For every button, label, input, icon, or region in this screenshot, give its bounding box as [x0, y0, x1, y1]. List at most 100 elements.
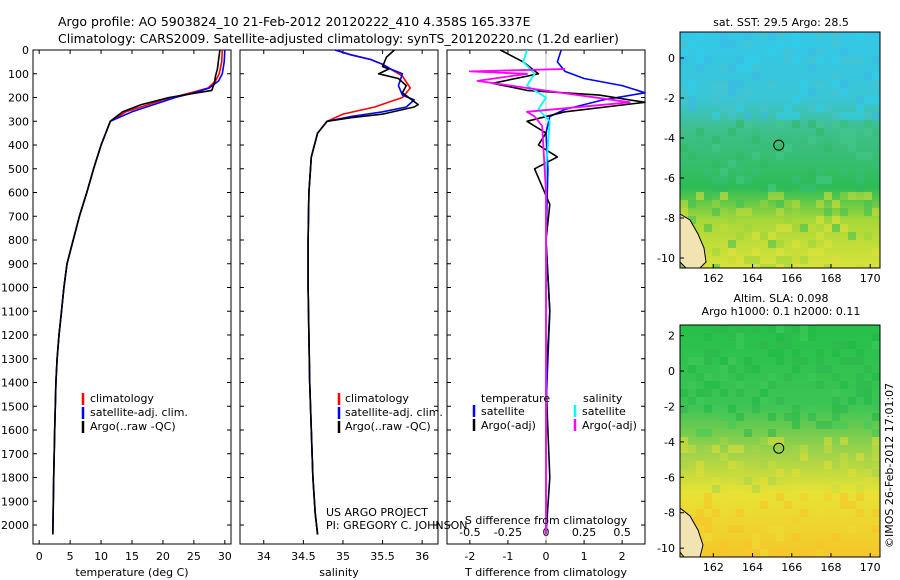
- map-cell: [808, 413, 816, 421]
- x-tick-label: 30: [218, 550, 232, 563]
- map-cell: [848, 501, 856, 509]
- map-cell: [752, 445, 760, 453]
- map-cell: [816, 32, 824, 40]
- map-cell: [792, 112, 800, 120]
- map-cell: [768, 184, 776, 192]
- map-cell: [800, 453, 808, 461]
- map-cell: [688, 493, 696, 501]
- y-tick-label: 700: [8, 210, 29, 223]
- map-cell: [776, 240, 784, 248]
- map-cell: [856, 104, 864, 112]
- map-cell: [840, 120, 848, 128]
- map-cell: [712, 525, 720, 533]
- map-cell: [864, 421, 872, 429]
- map-cell: [832, 461, 840, 469]
- difference-xlabel: T difference from climatology: [464, 566, 627, 579]
- y-tick-label: 1200: [1, 329, 29, 342]
- map-cell: [840, 56, 848, 64]
- map-cell: [856, 373, 864, 381]
- map-cell: [864, 461, 872, 469]
- y-tick-label: 200: [8, 92, 29, 105]
- map-cell: [792, 56, 800, 64]
- map-cell: [872, 56, 880, 64]
- map-cell: [776, 192, 784, 200]
- map-cell: [712, 176, 720, 184]
- map-cell: [688, 80, 696, 88]
- map-cell: [864, 192, 872, 200]
- legend-header-temperature: temperature: [481, 392, 550, 405]
- legend-label: satellite: [582, 405, 626, 418]
- map-cell: [728, 333, 736, 341]
- map-cell: [864, 112, 872, 120]
- map-cell: [832, 224, 840, 232]
- map-cell: [824, 104, 832, 112]
- map-cell: [856, 192, 864, 200]
- map-cell: [792, 413, 800, 421]
- map-cell: [808, 120, 816, 128]
- map-cell: [760, 493, 768, 501]
- map-cell: [872, 445, 880, 453]
- map-cell: [832, 397, 840, 405]
- x-top-tick-label: 0.25: [572, 526, 597, 539]
- map-cell: [776, 349, 784, 357]
- map-cell: [760, 240, 768, 248]
- map-cell: [728, 112, 736, 120]
- map-cell: [696, 373, 704, 381]
- map-cell: [792, 224, 800, 232]
- map-cell: [856, 240, 864, 248]
- map-cell: [728, 469, 736, 477]
- map-y-tick-label: -8: [664, 212, 675, 225]
- map-cell: [824, 421, 832, 429]
- map-cell: [696, 461, 704, 469]
- x-tick-label: 35: [336, 550, 350, 563]
- map-cell: [800, 136, 808, 144]
- map-cell: [816, 80, 824, 88]
- map-cell: [728, 104, 736, 112]
- map-cell: [688, 357, 696, 365]
- map-cell: [744, 32, 752, 40]
- map-cell: [760, 144, 768, 152]
- map-x-tick-label: 166: [781, 272, 802, 285]
- argo-position-marker: [773, 139, 785, 151]
- map-cell: [752, 256, 760, 264]
- map-cell: [864, 397, 872, 405]
- map-cell: [824, 437, 832, 445]
- map-cell: [856, 349, 864, 357]
- pi-credit: PI: GREGORY C. JOHNSON: [326, 519, 467, 532]
- map-cell: [696, 525, 704, 533]
- map-cell: [712, 200, 720, 208]
- sla-map-axes: 162 164 166 168 170 2 0 -2 -4 -6 -8 -10: [657, 330, 881, 574]
- map-cell: [872, 80, 880, 88]
- map-cell: [712, 144, 720, 152]
- map-cell: [688, 152, 696, 160]
- map-cell: [720, 184, 728, 192]
- map-cell: [840, 208, 848, 216]
- map-cell: [760, 160, 768, 168]
- map-cell: [720, 80, 728, 88]
- map-cell: [792, 120, 800, 128]
- map-cell: [720, 325, 728, 333]
- map-cell: [832, 493, 840, 501]
- map-cell: [712, 477, 720, 485]
- map-cell: [872, 208, 880, 216]
- map-cell: [824, 224, 832, 232]
- map-cell: [792, 200, 800, 208]
- map-cell: [768, 381, 776, 389]
- map-cell: [792, 517, 800, 525]
- map-cell: [792, 365, 800, 373]
- map-cell: [872, 413, 880, 421]
- argo-position-marker: [773, 442, 785, 454]
- map-cell: [864, 232, 872, 240]
- map-cell: [808, 248, 816, 256]
- y-tick-label: 400: [8, 139, 29, 152]
- y-tick-label: 600: [8, 187, 29, 200]
- y-tick-label: 1400: [1, 377, 29, 390]
- map-cell: [872, 333, 880, 341]
- map-cell: [768, 429, 776, 437]
- map-cell: [752, 405, 760, 413]
- map-cell: [752, 168, 760, 176]
- map-cell: [808, 240, 816, 248]
- map-cell: [752, 152, 760, 160]
- map-cell: [720, 485, 728, 493]
